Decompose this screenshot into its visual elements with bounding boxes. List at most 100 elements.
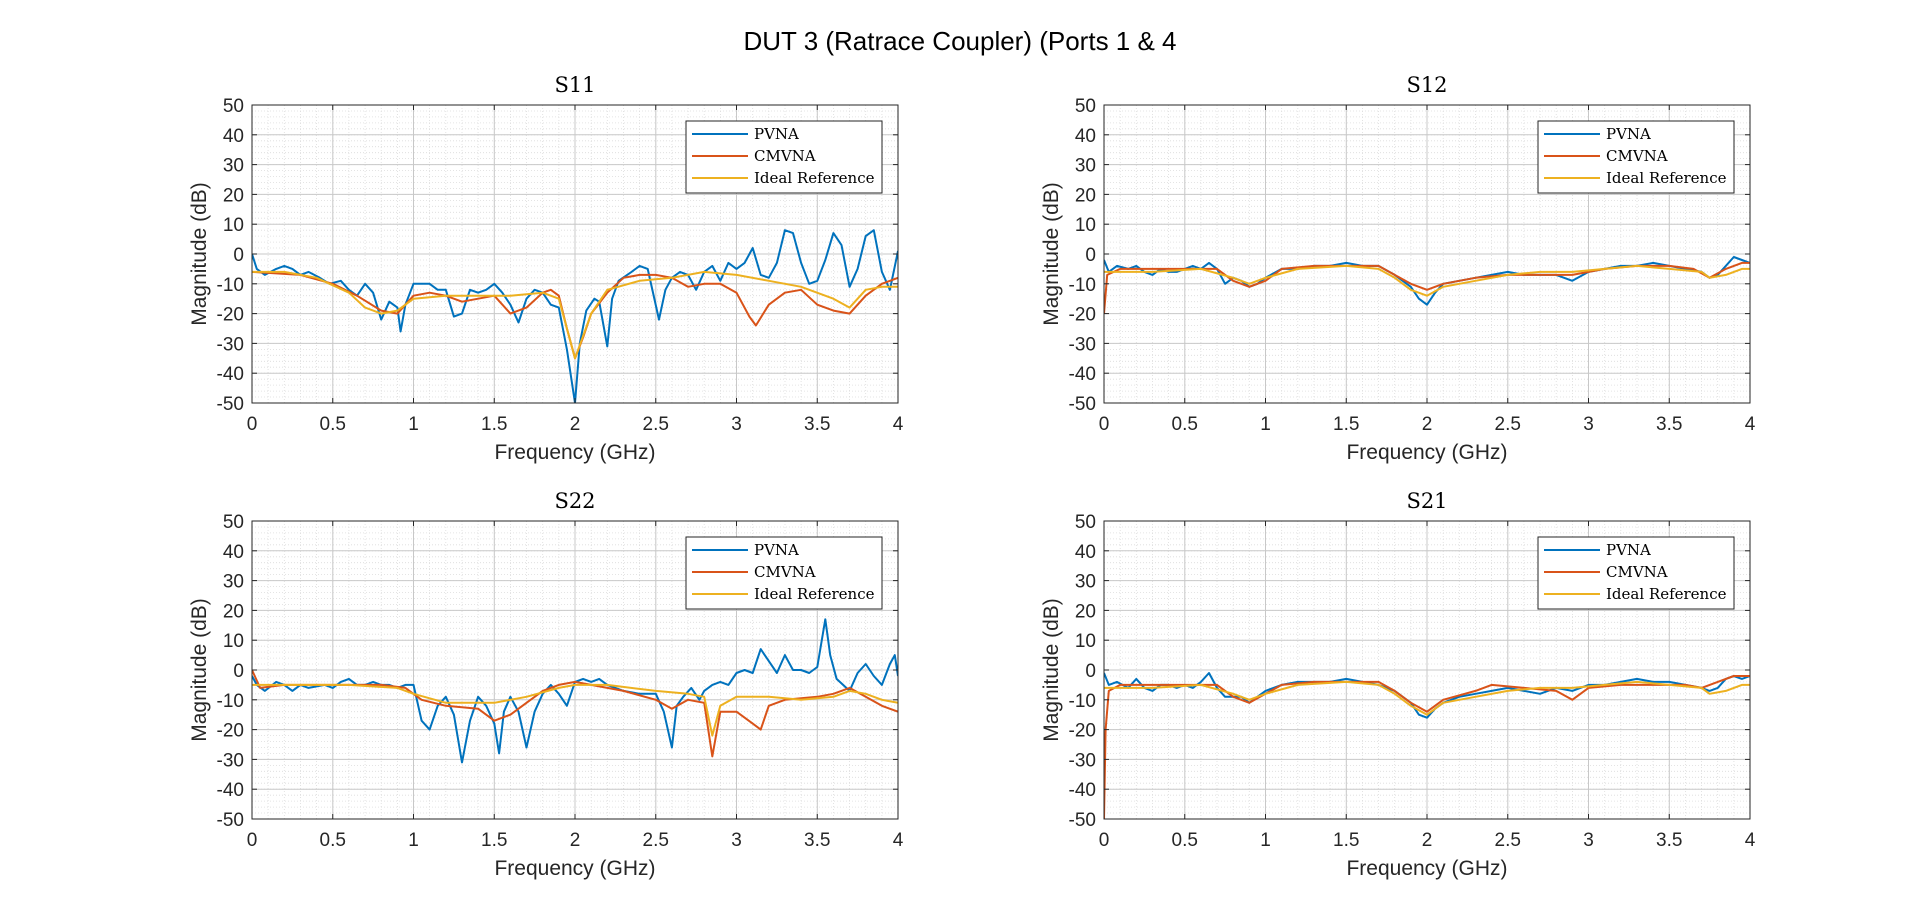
subplot-title: S11 [554, 73, 595, 97]
legend-entry: PVNA [1606, 125, 1651, 143]
y-tick-label: 30 [223, 156, 244, 177]
y-tick-label: 10 [223, 631, 244, 652]
x-tick-label: 2.5 [643, 414, 669, 435]
series-line-ideal-reference [1104, 680, 1750, 716]
subplot-s11: 0 0.5 1 1.5 2 2.5 3 3.5 4 50 40 30 20 10 0 -10 -20 -30 -40… [188, 73, 904, 464]
y-tick-label: -20 [217, 721, 244, 742]
y-tick-label: 40 [1075, 542, 1096, 563]
y-axis-label: Magnitude (dB) [188, 182, 211, 326]
y-tick-label: 30 [1075, 156, 1096, 177]
x-axis-label: Frequency (GHz) [1346, 441, 1507, 464]
x-tick-label: 3.5 [804, 414, 830, 435]
y-tick-label: 40 [1075, 126, 1096, 147]
subplot-s21: 0 0.5 1 1.5 2 2.5 3 3.5 4 50 40 30 20 10 0 -10 -20 -30 -40… [1040, 489, 1756, 880]
figure-title: DUT 3 (Ratrace Coupler) (Ports 1 & 4 [744, 26, 1177, 56]
y-axis-label: Magnitude (dB) [188, 598, 211, 742]
y-tick-label: -20 [217, 305, 244, 326]
x-tick-label: 2.5 [1495, 414, 1521, 435]
x-axis-label: Frequency (GHz) [494, 857, 655, 880]
x-tick-label: 0 [247, 414, 258, 435]
series-line-ideal-reference [252, 270, 898, 360]
y-tick-label: 0 [233, 245, 244, 266]
subplot-grid: 0 0.5 1 1.5 2 2.5 3 3.5 450403020100-10-20-30-40… [188, 73, 1756, 880]
x-tick-label: 2 [1422, 414, 1433, 435]
y-tick-label: -30 [1069, 750, 1096, 771]
series-line-ideal-reference [1104, 264, 1750, 297]
x-tick-label: 1 [408, 414, 419, 435]
y-tick-label: 20 [1075, 185, 1096, 206]
y-tick-label: -50 [217, 394, 244, 415]
x-tick-label: 2.5 [1495, 830, 1521, 851]
legend-entry: CMVNA [754, 563, 816, 581]
x-tick-label: 4 [893, 414, 904, 435]
x-tick-label: 1 [408, 830, 419, 851]
y-tick-label: 10 [223, 215, 244, 236]
y-tick-label: 30 [1075, 572, 1096, 593]
series-group [1104, 256, 1750, 314]
y-axis-label: Magnitude (dB) [1040, 182, 1063, 326]
y-tick-label: 20 [1075, 601, 1096, 622]
y-tick-label: -50 [217, 810, 244, 831]
x-tick-label: 1 [1260, 830, 1271, 851]
y-tick-label: -10 [1069, 275, 1096, 296]
legend-entry: PVNA [754, 541, 799, 559]
legend-entry: Ideal Reference [754, 169, 875, 187]
y-tick-label: -10 [217, 275, 244, 296]
x-tick-label: 0 [1099, 830, 1110, 851]
y-tick-label: 10 [1075, 631, 1096, 652]
y-tick-label: 20 [223, 185, 244, 206]
y-tick-label: 40 [223, 126, 244, 147]
series-line-pvna [1104, 672, 1750, 719]
x-tick-label: 2 [570, 830, 581, 851]
x-tick-label: 3 [731, 830, 742, 851]
x-tick-label: 4 [893, 830, 904, 851]
y-tick-label: 50 [1075, 96, 1096, 117]
y-tick-label: -20 [1069, 721, 1096, 742]
subplot-title: S12 [1406, 73, 1447, 97]
y-tick-label: -10 [1069, 691, 1096, 712]
x-tick-label: 3 [731, 414, 742, 435]
y-tick-label: 30 [223, 572, 244, 593]
series-line-cmvna [1104, 261, 1750, 314]
y-tick-label: 20 [223, 601, 244, 622]
subplot-title: S21 [1406, 489, 1447, 513]
y-tick-label: -30 [217, 750, 244, 771]
x-tick-label: 3 [1583, 830, 1594, 851]
x-tick-label: 0 [247, 830, 258, 851]
x-tick-label: 2.5 [643, 830, 669, 851]
x-tick-label: 3.5 [804, 830, 830, 851]
series-line-pvna [252, 229, 898, 403]
y-tick-label: 50 [223, 512, 244, 533]
legend-entry: Ideal Reference [754, 585, 875, 603]
subplot-s12: 0 0.5 1 1.5 2 2.5 3 3.5 4 50 40 30 20 10 0 -10 -20 -30 -40… [1040, 73, 1756, 464]
series-group [252, 618, 898, 764]
legend-entry: CMVNA [1606, 147, 1668, 165]
y-tick-label: -40 [1069, 780, 1096, 801]
y-tick-label: -40 [217, 780, 244, 801]
y-tick-label: -30 [217, 334, 244, 355]
x-axis-label: Frequency (GHz) [1346, 857, 1507, 880]
x-axis-label: Frequency (GHz) [494, 441, 655, 464]
x-tick-label: 4 [1745, 414, 1756, 435]
subplot-s22: 0 0.5 1 1.5 2 2.5 3 3.5 4 50 40 30 20 10 0 -10 -20 -30 -40… [188, 489, 904, 880]
x-tick-label: 1.5 [1333, 830, 1359, 851]
x-tick-label: 3.5 [1656, 414, 1682, 435]
y-tick-label: 50 [223, 96, 244, 117]
subplot-title: S22 [554, 489, 595, 513]
x-tick-label: 2 [570, 414, 581, 435]
x-tick-label: 3.5 [1656, 830, 1682, 851]
legend: PVNA CMVNA Ideal Reference [1537, 120, 1735, 194]
series-line-ideal-reference [252, 683, 898, 737]
x-tick-label: 0.5 [1172, 830, 1198, 851]
x-tick-label: 3 [1583, 414, 1594, 435]
y-tick-label: 0 [1085, 661, 1096, 682]
legend-entry: CMVNA [1606, 563, 1668, 581]
legend-entry: Ideal Reference [1606, 169, 1727, 187]
x-tick-label: 0.5 [320, 830, 346, 851]
legend: PVNA CMVNA Ideal Reference [685, 120, 883, 194]
legend-entry: PVNA [754, 125, 799, 143]
y-tick-label: -30 [1069, 334, 1096, 355]
y-tick-label: 10 [1075, 215, 1096, 236]
legend-entry: Ideal Reference [1606, 585, 1727, 603]
x-tick-label: 0.5 [320, 414, 346, 435]
